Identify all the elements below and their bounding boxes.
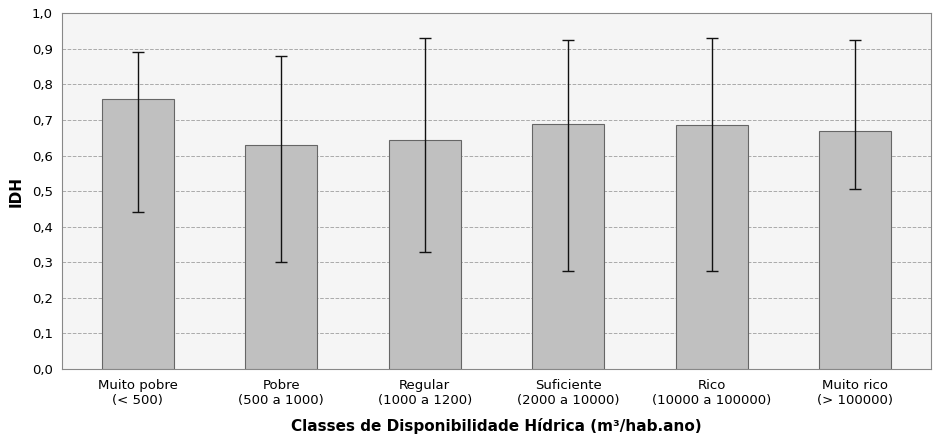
Bar: [676, 126, 747, 369]
Bar: [101, 99, 174, 369]
Y-axis label: IDH: IDH: [8, 175, 23, 206]
Bar: [820, 131, 891, 369]
Bar: [532, 123, 604, 369]
Bar: [389, 140, 461, 369]
X-axis label: Classes de Disponibilidade Hídrica (m³/hab.ano): Classes de Disponibilidade Hídrica (m³/h…: [291, 418, 701, 434]
Bar: [245, 145, 317, 369]
